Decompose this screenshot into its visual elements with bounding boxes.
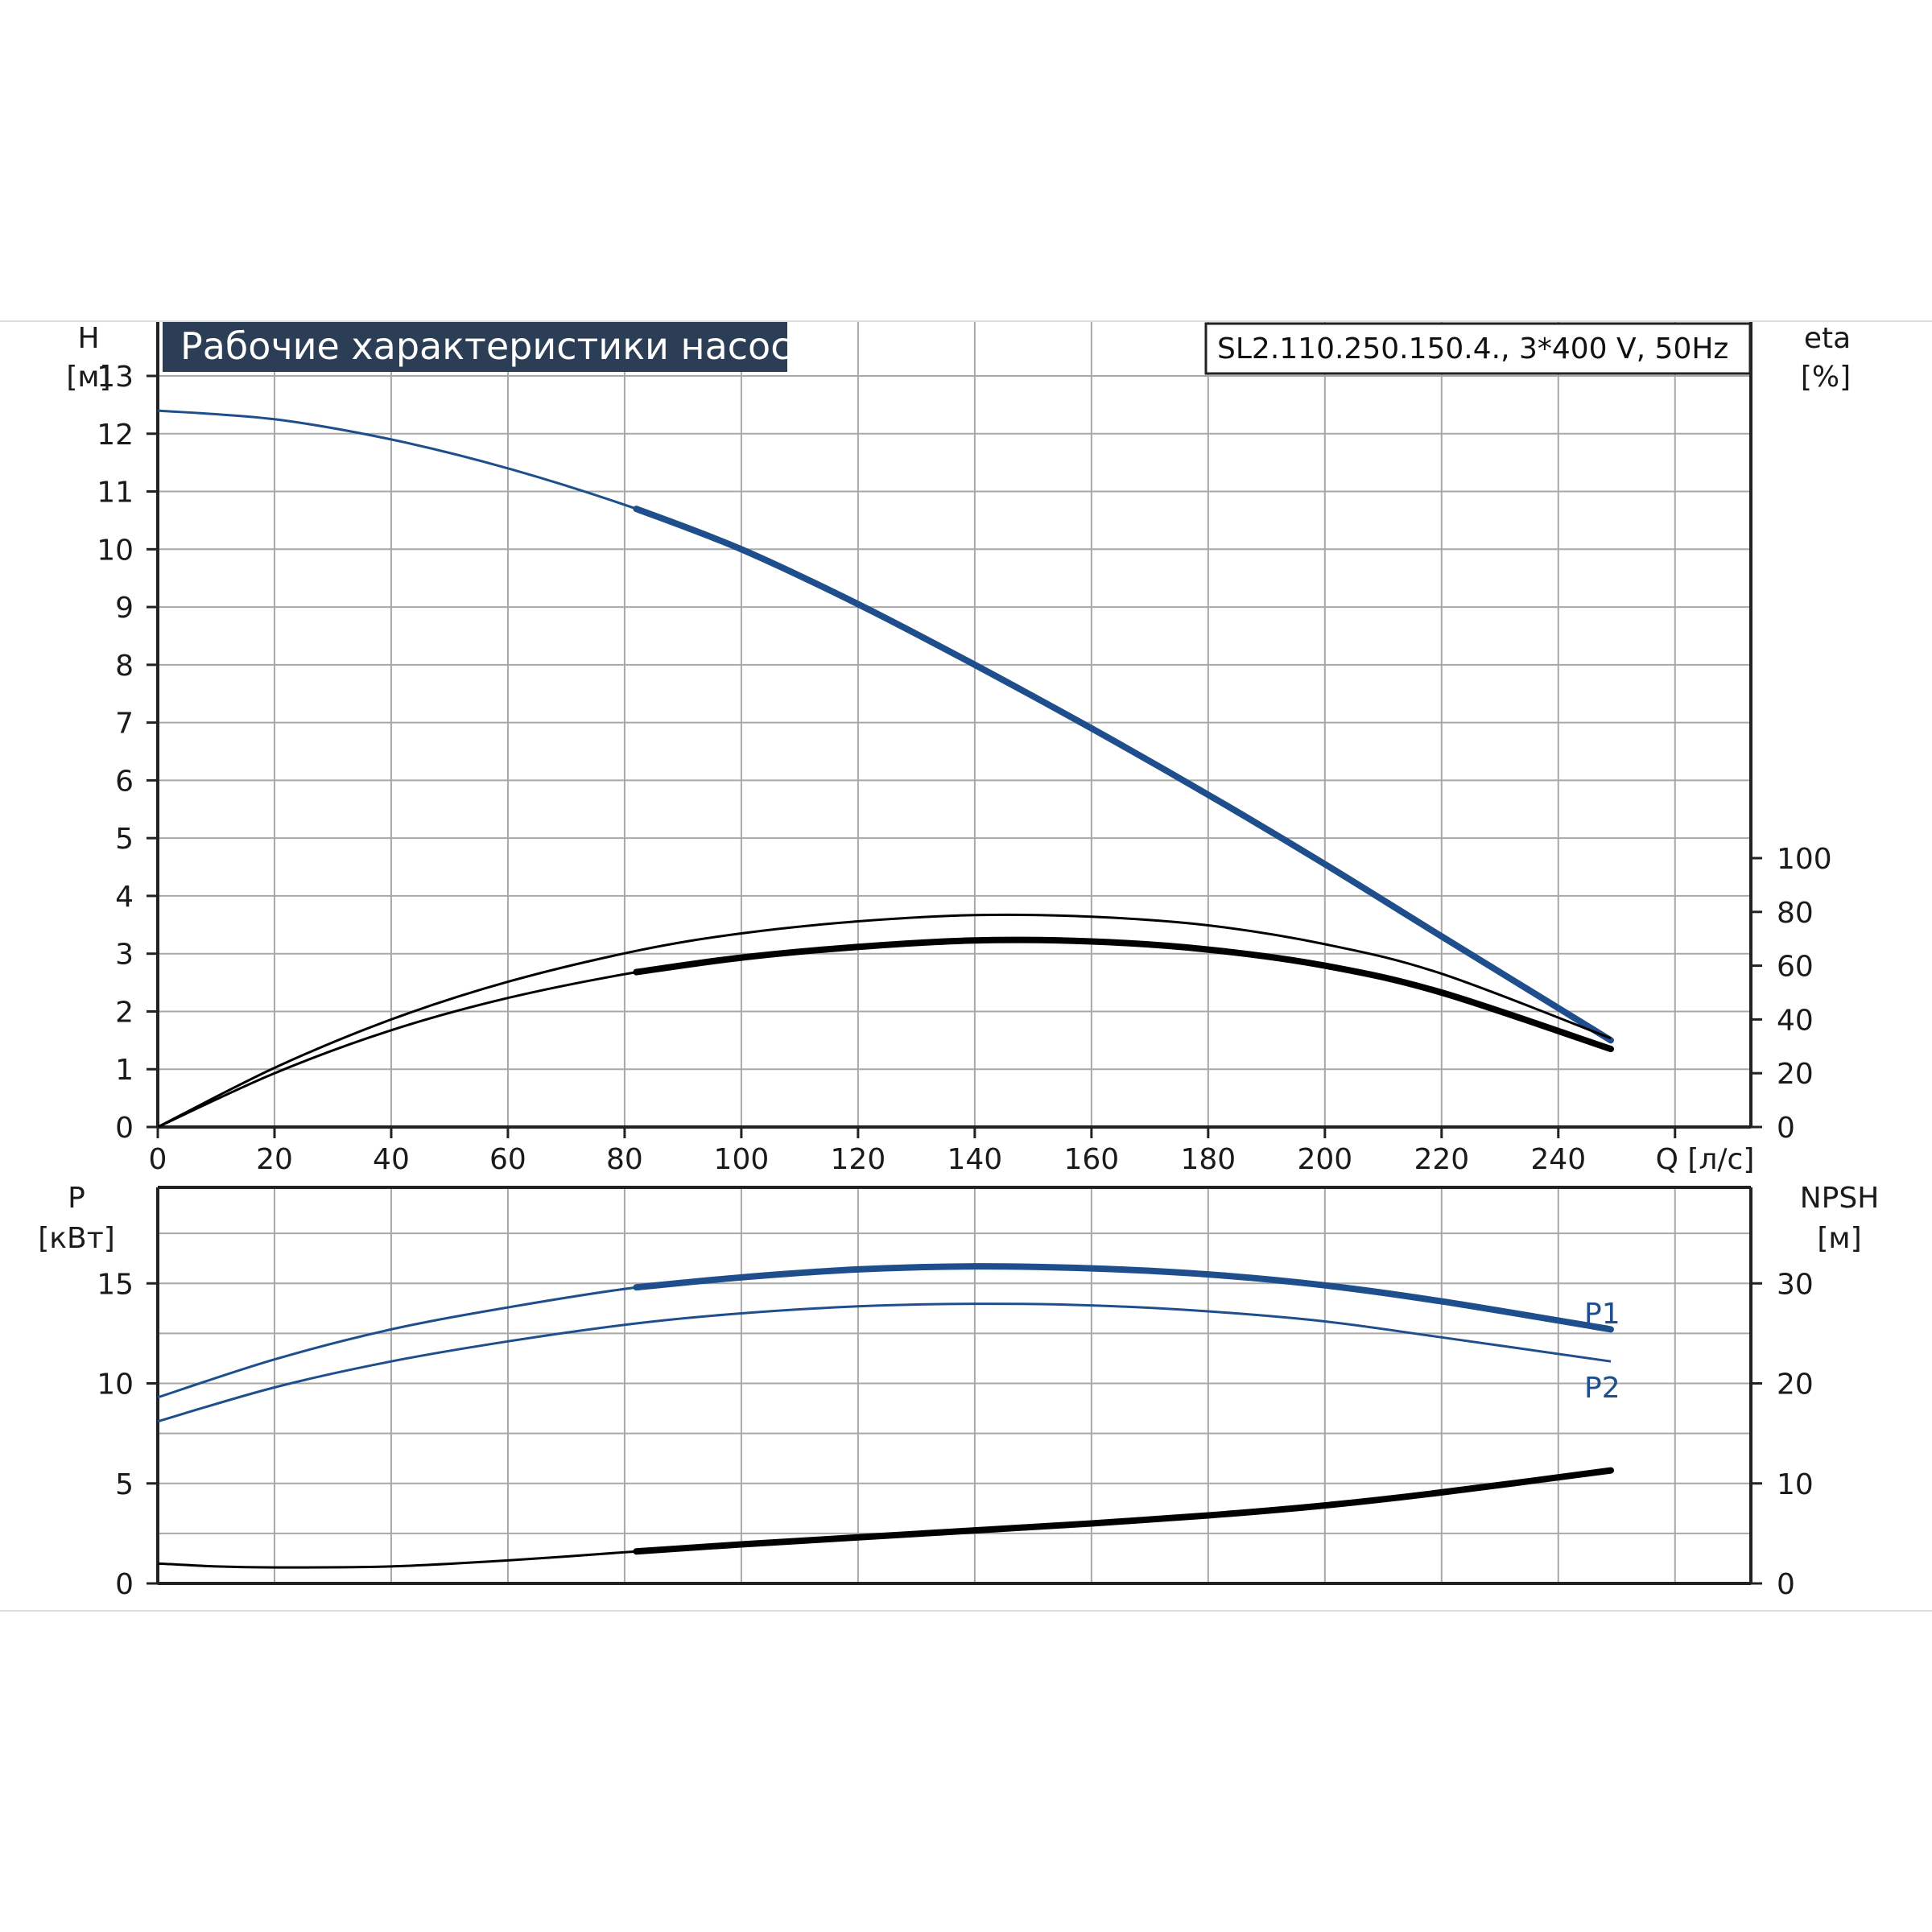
eta-tick-label: 80 bbox=[1777, 897, 1814, 930]
h-tick-label: 10 bbox=[97, 534, 134, 567]
model-box bbox=[1204, 322, 1752, 375]
npsh-curve-duty bbox=[633, 1467, 1614, 1555]
bottom-rule bbox=[0, 1610, 1932, 1612]
p-tick-label: 15 bbox=[97, 1268, 134, 1301]
h-tick-label: 5 bbox=[115, 823, 134, 856]
npsh-label: NPSH bbox=[1800, 1182, 1880, 1215]
q-tick-label: 240 bbox=[1530, 1143, 1586, 1176]
q-tick-label: 140 bbox=[947, 1143, 1003, 1176]
eta-tick-label: 60 bbox=[1777, 951, 1814, 984]
q-tick-label: 40 bbox=[373, 1143, 410, 1176]
p-unit: [кВт] bbox=[38, 1222, 115, 1255]
h-tick-label: 0 bbox=[115, 1112, 134, 1145]
npsh-curve bbox=[157, 1469, 1612, 1569]
p1-curve-duty bbox=[633, 1263, 1614, 1333]
q-tick-label: 160 bbox=[1063, 1143, 1119, 1176]
p-label: P bbox=[68, 1182, 85, 1215]
eta-tick-label: 20 bbox=[1777, 1058, 1814, 1091]
h-tick-label: 1 bbox=[115, 1054, 134, 1087]
h-tick-label: 13 bbox=[97, 361, 134, 394]
lower-curves bbox=[157, 1263, 1614, 1569]
title-background bbox=[163, 322, 787, 372]
p2-series-label: P2 bbox=[1584, 1372, 1620, 1405]
h-tick-label: 8 bbox=[115, 650, 134, 683]
q-tick-label: 220 bbox=[1414, 1143, 1469, 1176]
q-tick-label: 120 bbox=[831, 1143, 886, 1176]
eta-label: eta bbox=[1804, 322, 1851, 355]
q-tick-label: 200 bbox=[1297, 1143, 1352, 1176]
upper-frame bbox=[156, 322, 1752, 1129]
h-tick-label: 6 bbox=[115, 765, 134, 798]
upper-grid bbox=[158, 322, 1751, 1127]
upper-curves bbox=[157, 409, 1614, 1129]
npsh-tick-label: 0 bbox=[1777, 1568, 1795, 1601]
h-tick-label: 12 bbox=[97, 419, 134, 452]
lower-grid bbox=[158, 1187, 1751, 1583]
lower-frame bbox=[156, 1186, 1752, 1585]
q-tick-label: 80 bbox=[606, 1143, 643, 1176]
q-tick-label: 0 bbox=[149, 1143, 167, 1176]
p-tick-label: 10 bbox=[97, 1368, 134, 1402]
eta-curve-2-duty bbox=[633, 936, 1614, 1053]
eta-curve-1 bbox=[157, 913, 1612, 1129]
q-tick-label: 20 bbox=[256, 1143, 293, 1176]
npsh-tick-label: 20 bbox=[1777, 1368, 1814, 1402]
p2-curve bbox=[157, 1302, 1612, 1423]
q-tick-label: 180 bbox=[1180, 1143, 1236, 1176]
lower-ticks: 0 5 10 15 0 10 20 30 bbox=[97, 1268, 1814, 1601]
p1-curve bbox=[157, 1265, 1612, 1399]
h-label: H bbox=[77, 322, 99, 355]
npsh-tick-label: 30 bbox=[1777, 1268, 1814, 1301]
h-tick-label: 11 bbox=[97, 477, 134, 510]
h-tick-label: 7 bbox=[115, 708, 134, 741]
npsh-unit: [м] bbox=[1817, 1222, 1861, 1255]
eta-curve-2 bbox=[157, 939, 1612, 1129]
npsh-tick-label: 10 bbox=[1777, 1468, 1814, 1501]
p-tick-label: 5 bbox=[115, 1468, 134, 1501]
q-label: Q [л/с] bbox=[1656, 1143, 1755, 1176]
h-tick-label: 2 bbox=[115, 996, 134, 1029]
h-tick-label: 3 bbox=[115, 939, 134, 972]
head-curve-duty bbox=[633, 506, 1614, 1044]
p1-series-label: P1 bbox=[1584, 1298, 1620, 1331]
p-tick-label: 0 bbox=[115, 1568, 134, 1601]
eta-tick-label: 0 bbox=[1777, 1112, 1795, 1145]
eta-unit: [%] bbox=[1801, 361, 1851, 394]
h-tick-label: 4 bbox=[115, 881, 134, 914]
q-tick-label: 60 bbox=[489, 1143, 526, 1176]
eta-tick-label: 40 bbox=[1777, 1004, 1814, 1037]
model-label: SL2.110.250.150.4., 3*400 V, 50Hz bbox=[1217, 332, 1728, 365]
h-tick-label: 9 bbox=[115, 592, 134, 625]
top-rule bbox=[0, 320, 1932, 322]
h-unit: [м] bbox=[66, 361, 110, 394]
eta-tick-label: 100 bbox=[1777, 843, 1832, 876]
chart-title: Рабочие характеристики насоса bbox=[180, 324, 814, 368]
q-tick-label: 100 bbox=[714, 1143, 770, 1176]
